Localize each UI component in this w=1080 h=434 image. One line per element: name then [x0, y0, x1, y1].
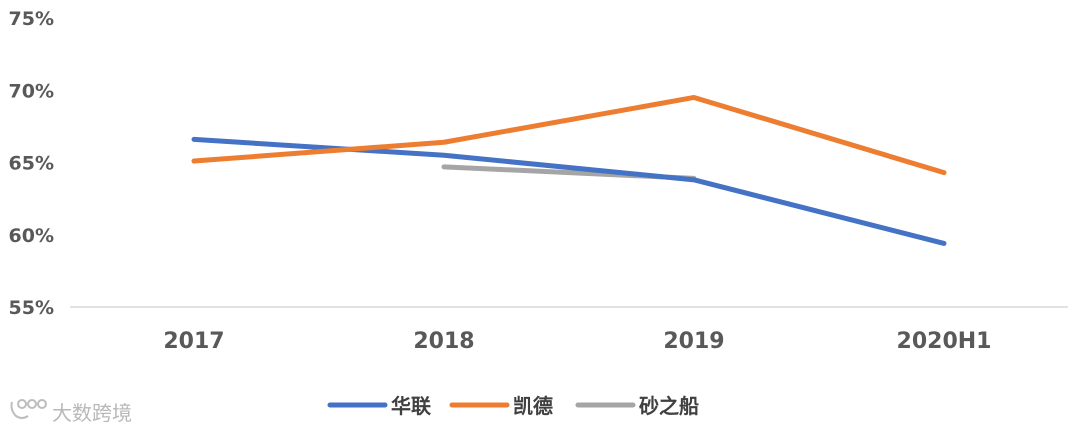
legend-item: 砂之船 [575, 394, 699, 418]
series-line-0 [191, 136, 947, 246]
series-lines [191, 94, 947, 246]
legend-item: 华联 [327, 394, 431, 418]
legend: 华联 凯德 砂之船 [327, 394, 699, 418]
x-tick-label: 2020H1 [897, 329, 992, 354]
y-tick-label: 65% [9, 153, 54, 175]
legend-label: 砂之船 [639, 394, 699, 418]
logo-icon [10, 399, 47, 419]
y-tick-label: 75% [9, 8, 54, 30]
series-line-1 [191, 94, 947, 176]
y-tick-label: 60% [9, 225, 54, 247]
legend-label: 凯德 [513, 394, 553, 418]
legend-item: 凯德 [449, 394, 553, 418]
legend-label: 华联 [391, 394, 431, 418]
watermark-text: 大数跨境 [52, 401, 132, 425]
y-tick-label: 55% [9, 297, 54, 319]
x-tick-label: 2019 [663, 329, 724, 354]
x-tick-label: 2018 [413, 329, 474, 354]
y-tick-label: 70% [9, 80, 54, 102]
x-axis: 2017 2018 2019 2020H1 [163, 329, 991, 354]
y-axis: 75% 70% 65% 60% 55% [9, 8, 54, 319]
x-tick-label: 2017 [163, 329, 224, 354]
watermark: 大数跨境 [10, 399, 132, 425]
